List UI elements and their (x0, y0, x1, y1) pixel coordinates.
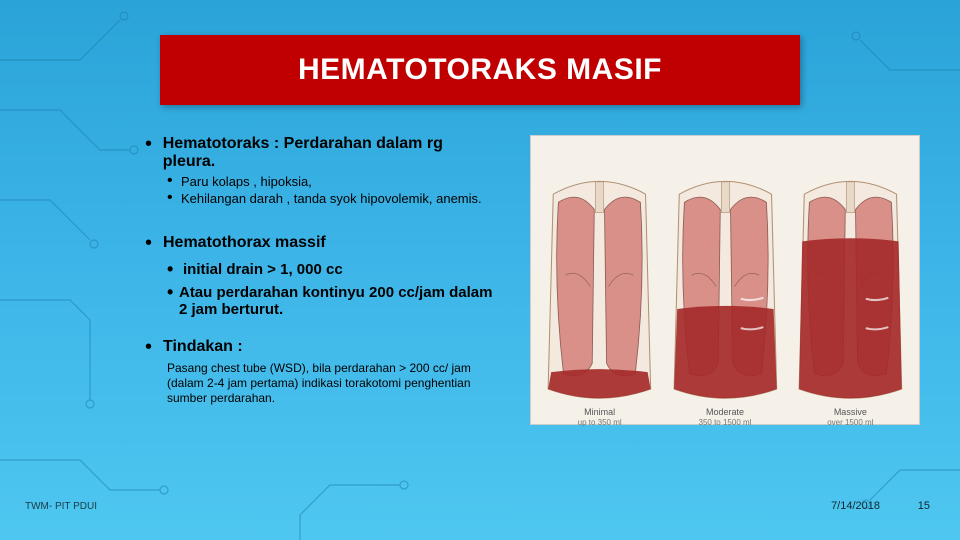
slide: HEMATOTORAKS MASIF • Hematotoraks : Perd… (0, 0, 960, 540)
title-bar: HEMATOTORAKS MASIF (160, 35, 800, 105)
bullet-icon: • (145, 234, 163, 255)
panel-sublabel: 350 to 1500 ml (669, 418, 782, 427)
panel-label: Moderate (669, 407, 782, 417)
section2-sub2: Atau perdarahan kontinyu 200 cc/jam dala… (179, 284, 495, 318)
bullet-icon: • (145, 135, 163, 174)
bullet-icon: • (167, 261, 183, 278)
panel-label: Massive (794, 407, 907, 417)
content-text: • Hematotoraks : Perdarahan dalam rg ple… (145, 135, 495, 406)
slide-title: HEMATOTORAKS MASIF (298, 53, 662, 87)
lung-panel: Massive over 1500 ml (794, 157, 907, 399)
footer-author: TWM- PIT PDUI (25, 501, 97, 512)
lung-panel: Minimal up to 350 ml (543, 157, 656, 399)
section2-sub1: initial drain > 1, 000 cc (183, 261, 343, 278)
footer-date: 7/14/2018 (831, 500, 880, 512)
section3-body: Pasang chest tube (WSD), bila perdarahan… (167, 361, 495, 406)
section1-heading: Hematotoraks : Perdarahan dalam rg pleur… (163, 135, 495, 171)
bullet-icon: • (167, 191, 181, 206)
lung-diagram: Minimal up to 350 ml Moderate 350 to 150… (530, 135, 920, 425)
bullet-icon: • (145, 338, 163, 359)
panel-sublabel: up to 350 ml (543, 418, 656, 427)
section1-sub2: Kehilangan darah , tanda syok hipovolemi… (181, 191, 482, 206)
section2-heading: Hematothorax massif (163, 234, 326, 252)
section1-sub1: Paru kolaps , hipoksia, (181, 174, 312, 189)
section3-heading: Tindakan : (163, 338, 243, 356)
bullet-icon: • (167, 284, 179, 318)
bullet-icon: • (167, 174, 181, 189)
panel-label: Minimal (543, 407, 656, 417)
panel-sublabel: over 1500 ml (794, 418, 907, 427)
lung-panel: Moderate 350 to 1500 ml (669, 157, 782, 399)
footer-page: 15 (918, 500, 930, 512)
